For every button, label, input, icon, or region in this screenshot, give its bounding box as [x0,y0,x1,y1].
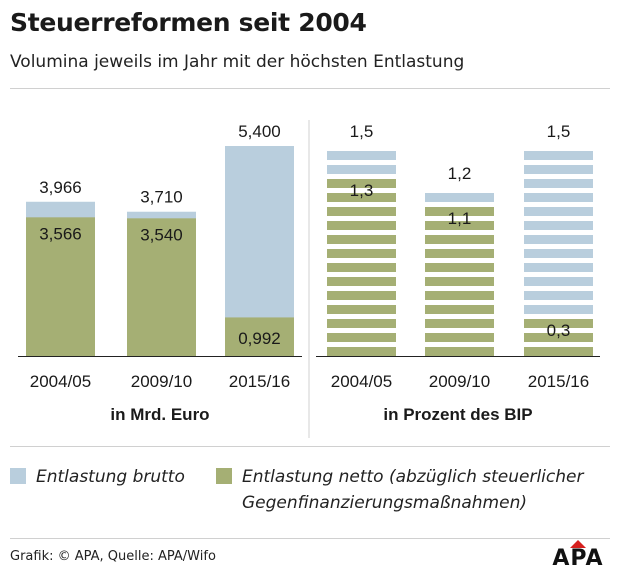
apa-logo: APA [546,540,610,571]
legend-divider [10,446,610,447]
legend-swatch-netto [216,468,232,484]
bar-netto-1-1 [425,207,494,356]
bar-netto-0-1 [127,218,196,356]
bar-netto-0-0 [26,217,95,356]
panel-title-0: in Mrd. Euro [110,405,209,424]
label-brutto-1-0: 1,5 [350,122,374,141]
charts-area: 3,966 3,566 2004/05 3,710 3,540 2009/10 5,400 0… [18,120,600,438]
bar-brutto-1-2 [524,151,593,356]
category-label-0-2: 2015/16 [229,372,290,391]
label-brutto-0-0: 3,966 [39,178,82,197]
legend-item-brutto: Entlastung brutto [10,464,185,490]
legend-label-netto-line1: Entlastung netto (abzüglich steuerlicher [242,467,584,487]
label-netto-0-2: 0,992 [238,329,281,348]
label-netto-0-1: 3,540 [140,225,183,244]
category-label-0-1: 2009/10 [131,372,192,391]
source-credit: Grafik: © APA, Quelle: APA/Wifo [10,549,216,564]
top-divider [10,88,610,89]
chart-title: Steuerreformen seit 2004 [10,8,367,37]
footer-divider [10,538,610,539]
label-netto-1-2: 0,3 [547,321,571,340]
category-label-1-2: 2015/16 [528,372,589,391]
label-netto-1-1: 1,1 [448,209,472,228]
bar-netto-0-2 [225,317,294,356]
legend-label-brutto: Entlastung brutto [36,467,185,487]
bar-netto-1-2 [524,319,593,356]
legend-label-netto: Entlastung netto (abzüglich steuerlicher… [242,464,583,516]
category-label-1-0: 2004/05 [331,372,392,391]
logo-text: APA [552,546,604,571]
panel-title-1: in Prozent des BIP [383,405,532,424]
label-brutto-1-1: 1,2 [448,164,472,183]
label-brutto-1-2: 1,5 [547,122,571,141]
logo-triangle [570,540,586,548]
legend-swatch-brutto [10,468,26,484]
label-brutto-0-1: 3,710 [140,188,183,207]
label-netto-0-0: 3,566 [39,224,82,243]
category-label-0-0: 2004/05 [30,372,91,391]
category-label-1-1: 2009/10 [429,372,490,391]
label-brutto-0-2: 5,400 [238,122,281,141]
label-netto-1-0: 1,3 [350,181,374,200]
legend-item-netto: Entlastung netto (abzüglich steuerlicher… [216,464,583,516]
chart-subtitle: Volumina jeweils im Jahr mit der höchste… [10,52,465,72]
bar-netto-1-0 [327,179,396,356]
legend-label-netto-line2: Gegenfinanzierungsmaßnahmen) [242,493,527,513]
